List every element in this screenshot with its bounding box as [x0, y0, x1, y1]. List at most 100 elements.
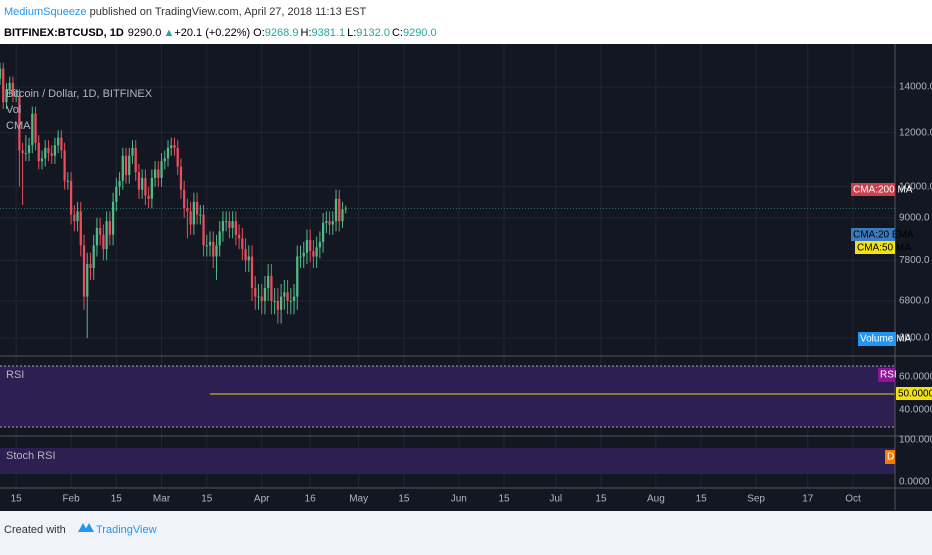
symbol: BITFINEX:BTCUSD, 1D	[4, 27, 124, 39]
l: 9132.0	[356, 27, 390, 39]
rsi-label: RSI	[6, 369, 24, 381]
candle-body	[141, 177, 144, 190]
candle-body	[183, 189, 186, 209]
stoch-label: Stoch RSI	[6, 450, 56, 462]
x-tick-label: 17	[802, 494, 814, 505]
symbol-line: BITFINEX:BTCUSD, 1D 9290.0 ▲+20.1 (+0.22%)…	[4, 27, 437, 39]
tag-rsi: RSI	[880, 370, 897, 381]
candle-body	[131, 147, 134, 156]
candle-body	[237, 234, 241, 239]
candle-body	[270, 275, 273, 301]
candle-body	[321, 222, 325, 242]
x-tick-label: Sep	[747, 494, 765, 505]
candle-body	[82, 245, 86, 297]
candle-body	[283, 292, 286, 297]
vol-label: Vol	[6, 104, 21, 116]
candle-body	[212, 241, 215, 257]
candle-body	[250, 256, 254, 289]
tag-d: D	[887, 452, 894, 463]
candle-body	[128, 155, 131, 176]
x-tick-label: Feb	[62, 494, 80, 505]
candle-body	[244, 249, 247, 261]
tag-bg	[885, 450, 895, 464]
tv-logo	[78, 523, 94, 532]
h: 9381.1	[311, 27, 345, 39]
candle-body	[205, 245, 208, 247]
tag-ma50: CMA:50 MA	[857, 243, 911, 254]
candle-body	[312, 250, 315, 257]
candle-body	[163, 158, 166, 162]
candle-body	[299, 256, 302, 258]
candle-body	[153, 169, 157, 178]
o: 9268.9	[265, 27, 299, 39]
candle-body	[289, 300, 292, 302]
chart-bg	[0, 44, 932, 511]
candle-body	[27, 145, 31, 154]
candle-body	[2, 68, 5, 103]
candle-body	[8, 82, 11, 90]
candle-body	[309, 240, 312, 251]
candle-body	[179, 166, 183, 190]
rsi-tick: 40.0000	[899, 405, 932, 416]
x-tick-label: 15	[111, 494, 123, 505]
tag-bg	[858, 332, 896, 346]
tag-volma: Volume MA	[860, 334, 911, 345]
tag-bg	[878, 368, 895, 382]
candle-body	[189, 211, 192, 225]
candle-body	[279, 296, 283, 310]
candle-body	[150, 177, 153, 199]
author[interactable]: MediumSqueeze	[4, 6, 87, 18]
tag-ma200: CMA:200 MA	[853, 185, 913, 196]
candle-body	[50, 153, 53, 156]
x-tick-label: 15	[498, 494, 510, 505]
candle-body	[276, 300, 280, 310]
candle-body	[69, 180, 73, 215]
candle-body	[241, 238, 244, 250]
candle-body	[24, 153, 27, 155]
candle-body	[302, 252, 305, 257]
candle-body	[95, 227, 99, 246]
x-tick-label: 15	[398, 494, 410, 505]
candle-body	[260, 296, 263, 301]
footer-brand[interactable]: TradingView	[96, 524, 157, 536]
candle-body	[173, 145, 176, 148]
candle-body	[34, 113, 37, 143]
candle-body	[121, 155, 124, 181]
candle-body	[11, 82, 15, 96]
candle-body	[192, 201, 195, 225]
candle-body	[344, 208, 347, 210]
y-tick-label: 10000.0	[899, 181, 932, 192]
candle-body	[40, 158, 44, 162]
x-tick-label: 15	[595, 494, 607, 505]
x-tick-label: May	[349, 494, 368, 505]
candle-body	[108, 221, 111, 235]
candle-body	[296, 256, 299, 297]
tag-bg	[896, 387, 932, 400]
tag-bg	[855, 241, 895, 254]
x-tick-label: Aug	[647, 494, 665, 505]
candle-body	[218, 231, 221, 246]
candle-body	[215, 245, 218, 257]
candle-body	[199, 214, 202, 216]
rsi-tick: 60.0000	[899, 372, 932, 383]
candle-body	[86, 264, 89, 297]
candle-body	[202, 214, 205, 246]
change: +20.1 (+0.22%)	[174, 27, 250, 39]
candle-body	[47, 147, 50, 154]
candle-body	[118, 180, 121, 187]
tag-bg	[851, 183, 895, 196]
x-tick-label: Mar	[153, 494, 171, 505]
x-tick-label: Jun	[451, 494, 467, 505]
candle-body	[286, 292, 289, 301]
candle-body	[195, 201, 199, 215]
candle-body	[111, 201, 115, 235]
candle-body	[63, 150, 66, 181]
arrow: ▲	[163, 27, 174, 39]
candle-body	[305, 240, 309, 253]
published: published on TradingView.com, April 27, …	[87, 6, 367, 18]
candle-body	[89, 264, 92, 268]
candle-body	[225, 221, 228, 223]
candle-body	[331, 221, 334, 225]
x-tick-label: 16	[305, 494, 317, 505]
candle-body	[66, 180, 69, 182]
